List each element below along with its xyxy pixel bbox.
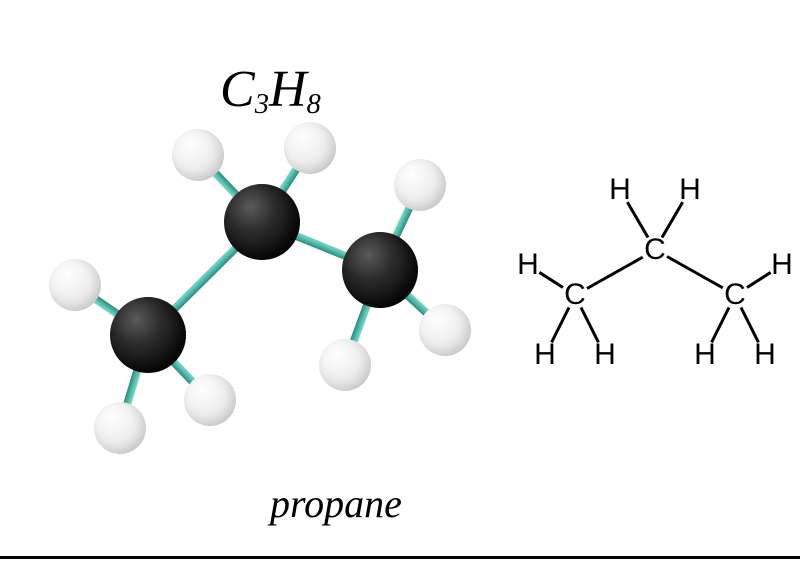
carbon-atom — [342, 232, 418, 308]
hydrogen-atom — [49, 259, 101, 311]
formula-sub-8: 8 — [307, 89, 321, 120]
carbon-atom — [224, 184, 300, 260]
hydrogen-atom — [94, 402, 146, 454]
structural-hydrogen-label: H — [679, 173, 701, 207]
formula-H: H — [269, 61, 307, 118]
structural-carbon-label: C — [644, 233, 666, 267]
structural-carbon-label: C — [724, 278, 746, 312]
hydrogen-atom — [394, 159, 446, 211]
hydrogen-atom — [419, 304, 471, 356]
hydrogen-atom — [184, 374, 236, 426]
formula-C: C — [220, 61, 255, 118]
bottom-rule — [0, 556, 800, 559]
structural-hydrogen-label: H — [609, 173, 631, 207]
chemical-formula: C3H8 — [220, 60, 321, 119]
structural-bond — [586, 256, 643, 290]
compound-name: propane — [270, 480, 402, 527]
structural-hydrogen-label: H — [754, 338, 776, 372]
structural-bond — [666, 256, 723, 290]
hydrogen-atom — [284, 122, 336, 174]
structural-hydrogen-label: H — [694, 338, 716, 372]
structural-bond — [539, 271, 564, 288]
diagram-canvas: C3H8 CCCHHHHHHHH propane — [0, 0, 800, 561]
structural-carbon-label: C — [564, 278, 586, 312]
structural-bond — [746, 271, 771, 288]
carbon-atom — [110, 297, 186, 373]
structural-hydrogen-label: H — [517, 248, 539, 282]
hydrogen-atom — [172, 129, 224, 181]
hydrogen-atom — [319, 339, 371, 391]
structural-hydrogen-label: H — [771, 248, 793, 282]
structural-hydrogen-label: H — [594, 338, 616, 372]
structural-hydrogen-label: H — [534, 338, 556, 372]
formula-sub-3: 3 — [255, 89, 269, 120]
